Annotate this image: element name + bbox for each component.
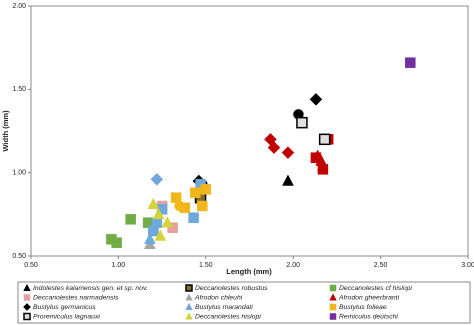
legend-label: Afrodon gheerbranti — [338, 294, 400, 301]
data-point — [152, 207, 165, 220]
data-point — [296, 116, 308, 129]
legend-label: Afrodon chleuhi — [194, 294, 243, 301]
y-tick-label: 1.00 — [12, 170, 26, 177]
x-tick-label: 1.50 — [199, 262, 213, 269]
data-point — [317, 164, 329, 175]
legend-box — [17, 281, 471, 324]
plot-frame — [30, 5, 469, 257]
data-point — [267, 141, 281, 155]
legend-label: Bustylus marandati — [195, 304, 253, 311]
legend-marker — [185, 284, 193, 292]
data-point — [318, 133, 331, 146]
legend-label: Remiculus deutschi — [339, 313, 398, 320]
legend-label: Proremiculus lagnauxi — [33, 313, 100, 320]
x-tick-label: 0.50 — [24, 262, 38, 269]
legend-label: Deccanolestes narmadensis — [33, 294, 119, 301]
legend-marker — [185, 302, 193, 310]
data-point — [148, 225, 159, 237]
legend-marker — [23, 303, 31, 311]
x-axis-title: Length (mm) — [226, 267, 272, 276]
legend-marker — [329, 303, 337, 311]
data-point — [111, 237, 122, 248]
data-point — [190, 187, 201, 198]
legend-marker — [329, 293, 337, 301]
y-tick-label: 1.50 — [12, 86, 26, 93]
y-tick-label: 0.50 — [12, 253, 26, 260]
data-point — [309, 92, 323, 106]
data-point — [310, 152, 322, 163]
legend-label: Bustylus germanicus — [33, 304, 96, 311]
legend-label: Deccanolestes hislopi — [195, 313, 261, 320]
x-tick-label: 1.00 — [112, 262, 126, 269]
data-point — [143, 232, 156, 245]
legend-marker — [23, 294, 31, 301]
data-point — [147, 197, 160, 210]
legend-marker — [329, 313, 337, 320]
data-point — [150, 172, 164, 186]
data-point — [167, 222, 178, 233]
legend-marker — [23, 283, 31, 291]
legend-marker — [329, 284, 337, 292]
x-tick-label: 3.00 — [461, 262, 474, 269]
y-tick-label: 2.00 — [12, 3, 26, 10]
data-point — [200, 184, 212, 195]
data-point — [125, 214, 136, 225]
legend-label: Bustylus folieae — [339, 304, 387, 311]
legend-label: Indolestes kalamensis gen. et sp. nov. — [33, 285, 148, 292]
data-point — [281, 146, 295, 160]
legend-marker — [185, 312, 193, 320]
legend-marker — [185, 293, 193, 301]
legend-marker — [23, 312, 31, 321]
data-point — [188, 212, 199, 223]
data-point — [154, 229, 167, 241]
data-point — [174, 200, 185, 212]
data-point — [156, 204, 168, 215]
data-point — [282, 174, 294, 186]
x-tick-label: 2.00 — [286, 262, 300, 269]
data-point — [197, 200, 208, 212]
x-tick-label: 2.50 — [374, 262, 388, 269]
data-point — [405, 57, 416, 68]
data-point — [161, 216, 174, 228]
legend-label: Deccanolestes cf hislopi — [339, 285, 412, 292]
y-axis-title: Width (mm) — [1, 110, 10, 152]
legend-label: Deccanolestes robustus — [195, 285, 268, 292]
